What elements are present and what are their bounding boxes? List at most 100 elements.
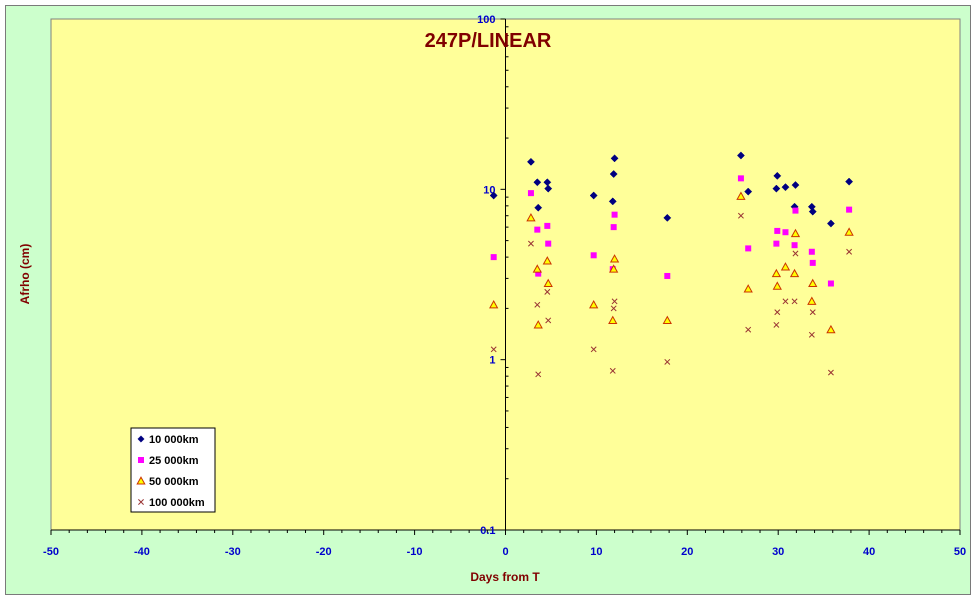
chart-title: 247P/LINEAR [425, 30, 552, 52]
data-point [827, 280, 834, 287]
data-point [791, 242, 798, 249]
data-point [791, 298, 798, 305]
data-point [808, 331, 815, 338]
data-point [527, 190, 534, 197]
data-point [610, 224, 617, 231]
data-point [608, 315, 618, 324]
data-point [527, 240, 534, 247]
x-tick-label: -30 [225, 546, 241, 558]
data-point [490, 346, 497, 353]
x-tick-label: 0 [502, 546, 508, 558]
data-point [535, 371, 542, 378]
data-point [737, 175, 744, 182]
x-tick-label: 40 [863, 546, 875, 558]
data-point [545, 317, 552, 324]
data-point [789, 268, 800, 278]
data-point [808, 207, 817, 216]
data-point [791, 181, 800, 189]
data-point [827, 369, 834, 376]
data-point [590, 252, 597, 259]
data-point [589, 299, 599, 309]
legend-marker [138, 499, 144, 505]
x-tick-label: -40 [134, 546, 150, 558]
data-point [809, 309, 816, 316]
data-point [774, 227, 781, 234]
data-point [533, 178, 542, 187]
data-point [664, 272, 671, 279]
legend [130, 427, 216, 513]
data-point [526, 157, 535, 166]
data-point [844, 227, 854, 236]
data-point [845, 177, 854, 186]
data-point [589, 191, 598, 200]
data-point [533, 320, 543, 329]
data-point [610, 154, 619, 163]
data-point [609, 170, 618, 178]
data-point [532, 264, 542, 273]
data-point [544, 222, 551, 229]
x-tick-label: 50 [954, 546, 966, 558]
data-point [610, 305, 617, 312]
data-point [790, 228, 801, 238]
data-point [662, 315, 672, 324]
data-point [489, 191, 498, 200]
data-point [792, 207, 799, 214]
x-tick-label: 10 [590, 546, 602, 558]
data-point [773, 171, 782, 180]
data-point [534, 226, 541, 233]
x-tick-label: -10 [407, 546, 423, 558]
data-point [535, 270, 542, 277]
data-point [545, 240, 552, 247]
data-point [542, 256, 552, 265]
data-point [526, 213, 536, 222]
legend-entry: 25 000km [149, 455, 199, 467]
legend-marker [138, 457, 144, 463]
data-point [774, 309, 781, 316]
data-point [792, 250, 799, 257]
y-tick-label: 1 [489, 355, 495, 367]
data-point [780, 262, 791, 271]
data-point [773, 240, 780, 247]
legend-marker [137, 435, 145, 443]
x-tick-label: 30 [772, 546, 784, 558]
data-point [534, 301, 541, 308]
x-tick-label: -50 [43, 546, 59, 558]
data-point [544, 184, 553, 193]
data-point [782, 229, 789, 236]
data-point [846, 248, 853, 255]
x-axis-title: Days from T [470, 570, 540, 584]
data-point [590, 346, 597, 353]
data-point [544, 288, 551, 295]
data-point [781, 183, 790, 192]
data-point [744, 187, 753, 196]
data-point [809, 259, 816, 266]
data-point [846, 206, 853, 213]
data-point [745, 245, 752, 252]
data-point [826, 219, 835, 228]
data-point [807, 296, 817, 305]
legend-marker [136, 476, 146, 485]
data-point [736, 191, 746, 200]
data-point [736, 151, 745, 160]
data-point [772, 281, 782, 290]
data-point [534, 203, 543, 212]
data-point [609, 367, 616, 374]
data-point [773, 321, 780, 328]
data-point [664, 358, 671, 365]
data-point [489, 299, 499, 309]
data-point [609, 264, 619, 273]
legend-entry: 10 000km [149, 434, 199, 446]
data-point [663, 213, 672, 222]
y-tick-label: 0.1 [480, 525, 495, 537]
data-point [745, 326, 752, 333]
legend-entry: 50 000km [149, 476, 199, 488]
data-point [608, 197, 617, 206]
x-tick-label: 20 [681, 546, 693, 558]
y-axis-title: Afrho (cm) [18, 244, 32, 305]
data-point [826, 324, 836, 334]
data-point [808, 248, 815, 255]
data-point [611, 298, 618, 305]
data-point [543, 278, 553, 288]
y-tick-label: 100 [477, 14, 495, 26]
